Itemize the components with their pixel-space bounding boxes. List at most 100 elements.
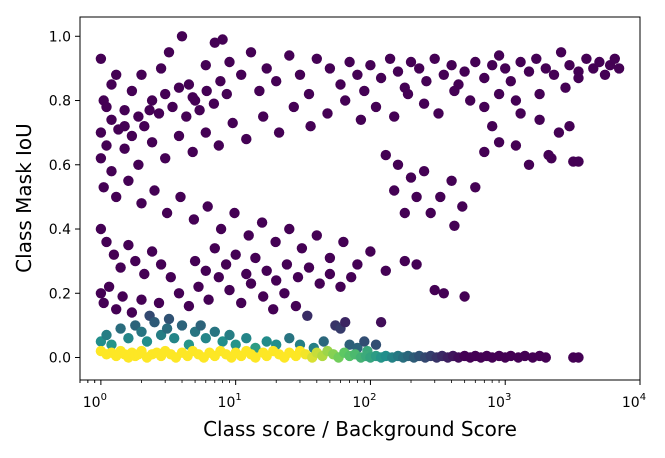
data-point: [465, 95, 476, 106]
data-point: [200, 59, 211, 71]
data-point: [534, 114, 545, 126]
data-point: [215, 223, 227, 235]
data-point: [352, 259, 363, 270]
data-point: [487, 121, 498, 132]
data-point: [399, 207, 410, 219]
data-point: [130, 255, 141, 267]
data-point: [160, 153, 171, 164]
data-point: [534, 88, 545, 100]
data-point: [136, 294, 147, 305]
data-point: [389, 111, 400, 122]
data-point: [340, 95, 351, 106]
data-point: [359, 336, 370, 347]
data-point: [258, 111, 269, 122]
data-point: [479, 101, 490, 113]
data-point: [446, 175, 457, 186]
data-point: [421, 76, 432, 87]
data-point: [399, 255, 410, 267]
data-point: [560, 82, 571, 93]
x-tick-label: 101: [218, 392, 242, 411]
data-point: [405, 56, 417, 68]
data-point: [359, 85, 370, 97]
data-point: [106, 339, 117, 350]
data-point: [370, 101, 382, 113]
y-axis-title: Class Mask IoU: [12, 123, 36, 273]
data-point: [181, 111, 192, 122]
x-axis-ticks: 100 101 102 103 104: [79, 380, 646, 411]
data-point: [613, 63, 625, 74]
data-point: [173, 288, 185, 299]
data-point: [149, 185, 160, 196]
data-point: [352, 69, 363, 81]
data-point: [254, 85, 265, 97]
data-point: [268, 304, 279, 315]
data-point: [261, 63, 272, 74]
data-point: [133, 111, 144, 122]
data-point: [155, 63, 167, 74]
data-point: [209, 326, 220, 337]
data-point: [95, 223, 107, 235]
data-point: [115, 323, 126, 334]
data-point: [271, 275, 282, 286]
data-point: [470, 56, 481, 68]
data-point: [510, 140, 522, 151]
data-point: [446, 59, 457, 71]
data-point: [103, 281, 115, 292]
data-point: [126, 85, 138, 97]
data-point: [414, 63, 425, 74]
data-point: [515, 108, 526, 119]
data-point: [405, 172, 417, 183]
data-point: [375, 317, 387, 328]
data-point: [119, 143, 130, 154]
data-point: [344, 339, 355, 350]
data-point: [236, 297, 247, 309]
data-point: [318, 336, 329, 347]
data-point: [457, 201, 468, 212]
data-point: [119, 105, 130, 116]
data-point: [493, 88, 505, 100]
data-point: [117, 291, 128, 302]
data-point: [95, 127, 107, 138]
data-point: [279, 288, 290, 299]
data-point: [296, 243, 308, 254]
data-point: [311, 230, 322, 241]
data-point: [220, 259, 232, 270]
y-tick-label: 0.4: [49, 222, 71, 238]
data-point: [256, 217, 268, 228]
data-point: [449, 85, 460, 97]
data-point: [380, 149, 391, 161]
data-point: [581, 53, 592, 64]
data-point: [195, 320, 206, 331]
x-tick-label: 103: [487, 392, 511, 411]
data-point: [123, 333, 134, 344]
data-point: [346, 272, 357, 283]
data-point: [245, 278, 257, 289]
data-point: [292, 272, 304, 283]
data-point: [113, 124, 124, 135]
data-point: [126, 130, 138, 142]
data-point: [236, 69, 247, 81]
data-point: [224, 329, 235, 341]
data-point: [146, 137, 158, 148]
y-tick-label: 0.8: [49, 94, 71, 110]
data-point: [183, 79, 195, 90]
data-point: [111, 69, 122, 81]
data-point: [175, 191, 186, 203]
data-point: [303, 88, 315, 100]
data-point: [493, 50, 505, 61]
data-point: [594, 56, 605, 68]
data-point: [515, 56, 526, 68]
y-tick-label: 1.0: [49, 29, 71, 45]
data-point: [146, 95, 158, 106]
data-point: [111, 191, 122, 203]
data-point: [470, 182, 481, 193]
data-point: [573, 156, 584, 167]
data-point: [161, 207, 173, 219]
data-point: [163, 47, 175, 58]
data-point: [98, 297, 109, 309]
x-tick-label: 100: [83, 392, 107, 411]
data-point: [136, 326, 147, 337]
data-point: [250, 252, 261, 264]
data-point: [553, 127, 565, 138]
